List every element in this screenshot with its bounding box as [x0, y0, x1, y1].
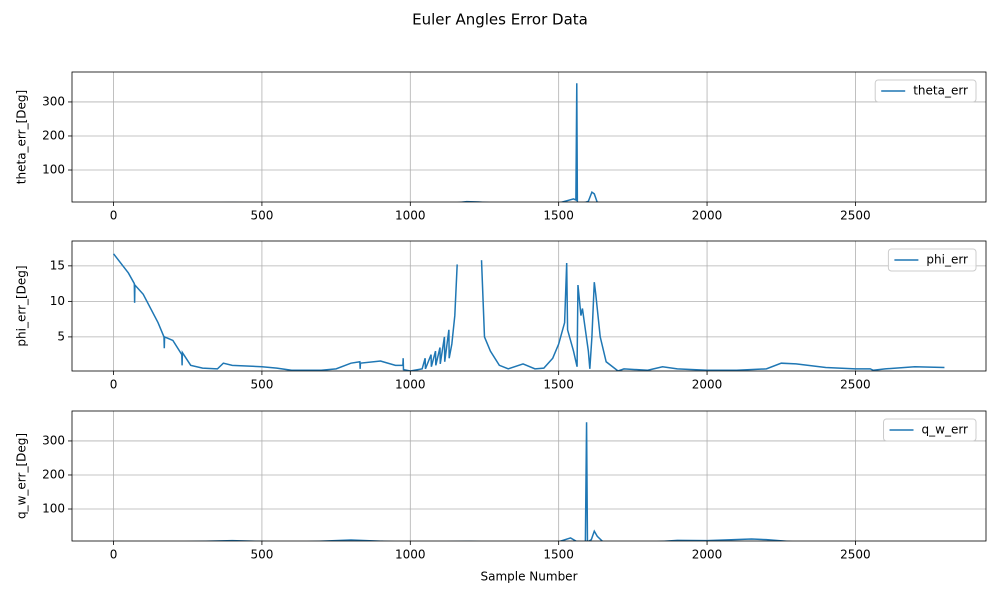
- x-tick-label: 1500: [543, 548, 574, 562]
- x-tick-label: 1500: [543, 209, 574, 223]
- y-tick-label: 300: [42, 433, 65, 447]
- x-tick-label: 2500: [840, 378, 871, 392]
- x-tick-label: 1000: [395, 209, 426, 223]
- y-tick-label: 5: [57, 329, 65, 343]
- x-axis-label: Sample Number: [480, 570, 577, 584]
- y-axis-label: phi_err_[Deg]: [15, 265, 29, 346]
- figure-title: Euler Angles Error Data: [412, 11, 588, 29]
- x-tick-label: 2000: [692, 209, 723, 223]
- axes-frame: [71, 240, 987, 372]
- data-line: [220, 83, 600, 202]
- axes-frame: [71, 71, 987, 203]
- y-axis-label: q_w_err_[Deg]: [15, 433, 29, 519]
- x-tick-label: 0: [110, 378, 118, 392]
- data-line: [480, 260, 945, 371]
- legend: phi_err: [887, 248, 977, 272]
- y-tick-label: 300: [42, 94, 65, 108]
- y-tick-label: 100: [42, 163, 65, 177]
- legend: theta_err: [874, 79, 977, 103]
- axes-frame: [71, 410, 987, 542]
- plot-area: [112, 253, 945, 371]
- y-tick-label: 200: [42, 467, 65, 481]
- legend-box: [887, 248, 977, 272]
- legend-label: q_w_err: [922, 423, 969, 437]
- legend-label: phi_err: [926, 253, 968, 267]
- x-tick-label: 2000: [692, 378, 723, 392]
- data-line: [113, 422, 793, 541]
- x-tick-label: 2000: [692, 548, 723, 562]
- x-tick-label: 1000: [395, 548, 426, 562]
- x-tick-label: 0: [110, 548, 118, 562]
- x-tick-label: 1000: [395, 378, 426, 392]
- plot-area: [113, 422, 793, 541]
- y-tick-label: 10: [50, 294, 65, 308]
- legend-box: [874, 79, 977, 103]
- x-tick-label: 2500: [840, 548, 871, 562]
- x-tick-label: 0: [110, 209, 118, 223]
- x-tick-label: 1500: [543, 378, 574, 392]
- y-tick-label: 200: [42, 128, 65, 142]
- y-tick-label: 100: [42, 502, 65, 516]
- legend-box: [883, 418, 977, 442]
- data-line: [112, 253, 458, 371]
- y-axis-label: theta_err_[Deg]: [15, 90, 29, 184]
- x-tick-label: 2500: [840, 209, 871, 223]
- x-tick-label: 500: [250, 209, 273, 223]
- legend-label: theta_err: [913, 84, 968, 98]
- legend: q_w_err: [883, 418, 977, 442]
- x-tick-label: 500: [250, 548, 273, 562]
- x-tick-label: 500: [250, 378, 273, 392]
- y-tick-label: 15: [50, 258, 65, 272]
- plot-area: [220, 83, 600, 202]
